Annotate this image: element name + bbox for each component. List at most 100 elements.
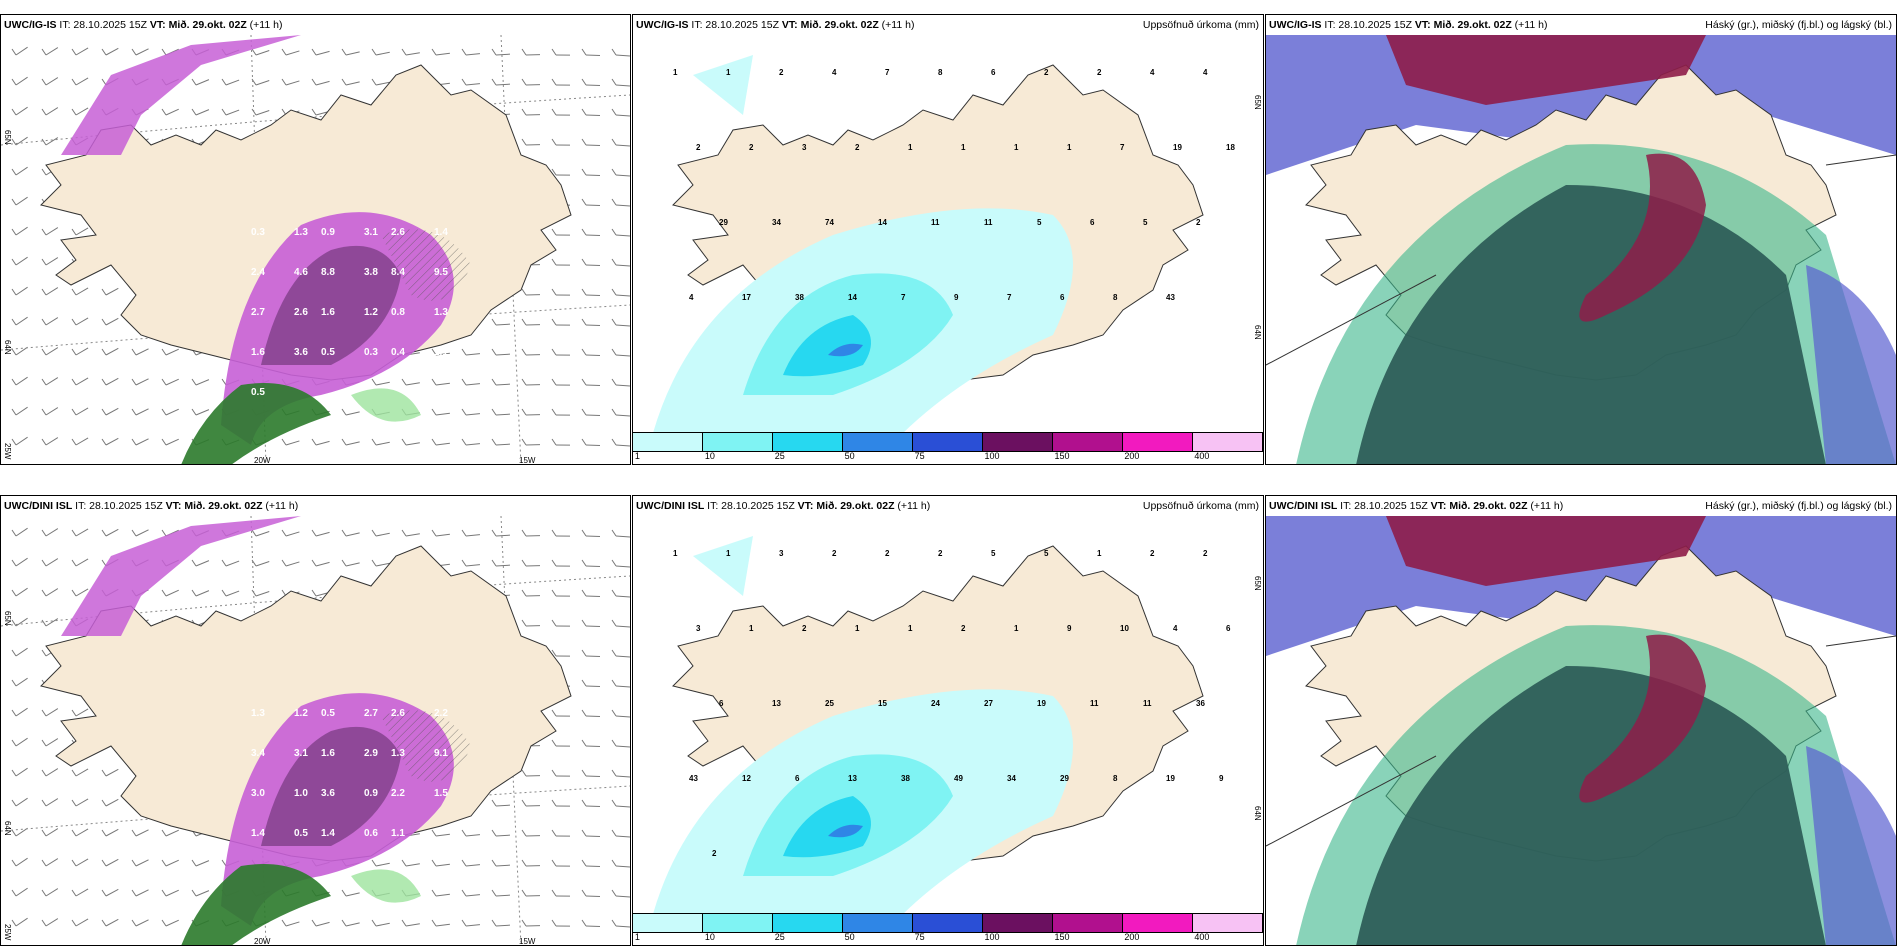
value-label: 2 [855, 143, 860, 152]
value-label: 29 [1060, 774, 1069, 783]
value-label: 3.6 [321, 788, 335, 799]
field-title: Háský (gr.), miðský (fj.bl.) og lágský (… [1705, 19, 1892, 31]
value-label: 9 [954, 293, 959, 302]
valid-time: Mið. 29.okt. 02Z [816, 500, 895, 512]
value-label: 1.6 [321, 748, 335, 759]
value-label: 29 [719, 218, 728, 227]
value-label: 1.1 [391, 828, 405, 839]
value-label: 6 [1226, 624, 1231, 633]
value-label: 2 [885, 549, 890, 558]
valid-time: Mið. 29.okt. 02Z [1433, 19, 1512, 31]
precip-value-labels: 1.3 1.2 0.5 2.7 2.6 2.2 3.4 3.1 1.6 2.9 1.3 9.1 3.0 1… [251, 708, 448, 839]
lat-label-mid: 64N [3, 821, 12, 836]
value-label: 8 [938, 68, 943, 77]
valid-time-label: VT: [165, 500, 185, 512]
lon-label-left: 25W [3, 924, 12, 941]
value-label: 1.3 [434, 307, 448, 318]
value-label: 14 [878, 218, 887, 227]
legend-color-cell [1123, 433, 1193, 451]
value-label: 2 [961, 624, 966, 633]
value-label: 1.4 [321, 828, 335, 839]
lead-time: (+11 h) [878, 19, 915, 31]
lead-time: (+11 h) [262, 500, 299, 512]
legend-color-cell [773, 433, 843, 451]
value-label: 7 [901, 293, 906, 302]
value-label: 18 [1226, 143, 1235, 152]
panel-header: UWC/IG-IS IT: 28.10.2025 15Z VT: Mið. 29… [1266, 15, 1896, 35]
value-label: 13 [848, 774, 857, 783]
value-label: 1.1 [434, 347, 448, 358]
value-label: 0.3 [251, 227, 265, 238]
value-label: 1.4 [251, 828, 265, 839]
value-label: 1.4 [434, 227, 448, 238]
legend-color-cell [1053, 914, 1123, 932]
legend-tick-label: 10 [704, 451, 715, 461]
valid-time: Mið. 29.okt. 02Z [184, 500, 263, 512]
legend-tick-label: 50 [844, 451, 855, 461]
lat-label-top: 65N [1253, 576, 1262, 591]
value-label: 34 [772, 218, 781, 227]
value-label: 1.0 [294, 788, 308, 799]
value-label: 49 [954, 774, 963, 783]
value-label: 3 [802, 143, 807, 152]
low-cloud [1356, 185, 1826, 464]
value-label: 5 [1143, 218, 1148, 227]
model-name: UWC/IG-IS [4, 19, 57, 31]
field-title: Háský (gr.), miðský (fj.bl.) og lágský (… [1705, 500, 1892, 512]
legend-color-cell [843, 433, 913, 451]
lat-label-top: 65N [1253, 95, 1262, 110]
value-label: 2 [832, 549, 837, 558]
init-time: IT: 28.10.2025 15Z [1321, 19, 1415, 31]
valid-time-label: VT: [781, 19, 801, 31]
valid-time-label: VT: [1430, 500, 1450, 512]
value-label: 3.0 [251, 788, 265, 799]
value-label: 1 [1097, 549, 1102, 558]
value-label: 2.2 [391, 788, 405, 799]
precip-legend: 1 10 25 50 75 100 150 200 400 [633, 432, 1263, 464]
valid-time-label: VT: [797, 500, 817, 512]
value-label: 2.2 [434, 708, 448, 719]
value-label: 9 [1067, 624, 1072, 633]
precip-legend: 1 10 25 50 75 100 150 200 400 [633, 913, 1263, 945]
value-label: 2 [1150, 549, 1155, 558]
value-label: 19 [1166, 774, 1175, 783]
value-label: 9 [1219, 774, 1224, 783]
lat-label-top: 65N [3, 611, 12, 626]
snow-area [181, 383, 331, 464]
value-label: 8 [1113, 293, 1118, 302]
value-label: 12 [742, 774, 751, 783]
value-label: 1 [726, 549, 731, 558]
legend-color-cell [773, 914, 843, 932]
value-label: 6 [719, 699, 724, 708]
value-label: 3.1 [294, 748, 308, 759]
model-name: UWC/DINI ISL [1269, 500, 1338, 512]
value-label: 2.6 [391, 708, 405, 719]
legend-color-cell [633, 433, 703, 451]
panel-header: UWC/DINI ISL IT: 28.10.2025 15Z VT: Mið.… [633, 496, 1263, 516]
legend-color-cell [703, 914, 773, 932]
lon-label-left: 25W [3, 443, 12, 460]
value-label: 4 [1150, 68, 1155, 77]
value-label: 38 [901, 774, 910, 783]
value-label: 8.8 [321, 267, 335, 278]
panel-header: UWC/IG-IS IT: 28.10.2025 15Z VT: Mið. 29… [633, 15, 1263, 35]
value-label: 0.3 [364, 347, 378, 358]
value-label: 2 [749, 143, 754, 152]
value-label: 2 [1097, 68, 1102, 77]
legend-tick-label: 400 [1194, 932, 1210, 942]
value-label: 27 [984, 699, 993, 708]
value-label: 15 [878, 699, 887, 708]
snow-area [181, 864, 331, 945]
legend-tick-label: 75 [914, 451, 925, 461]
value-label: 3 [779, 549, 784, 558]
panel-4-wind-dini: UWC/DINI ISL IT: 28.10.2025 15Z VT: Mið.… [0, 495, 631, 946]
value-label: 2 [712, 849, 717, 858]
value-label: 2 [1203, 549, 1208, 558]
value-label: 13 [772, 699, 781, 708]
value-label: 9.5 [434, 267, 448, 278]
model-name: UWC/IG-IS [636, 19, 689, 31]
panel-header: UWC/DINI ISL IT: 28.10.2025 15Z VT: Mið.… [1266, 496, 1896, 516]
value-label: 6 [991, 68, 996, 77]
legend-tick-label: 400 [1194, 451, 1210, 461]
